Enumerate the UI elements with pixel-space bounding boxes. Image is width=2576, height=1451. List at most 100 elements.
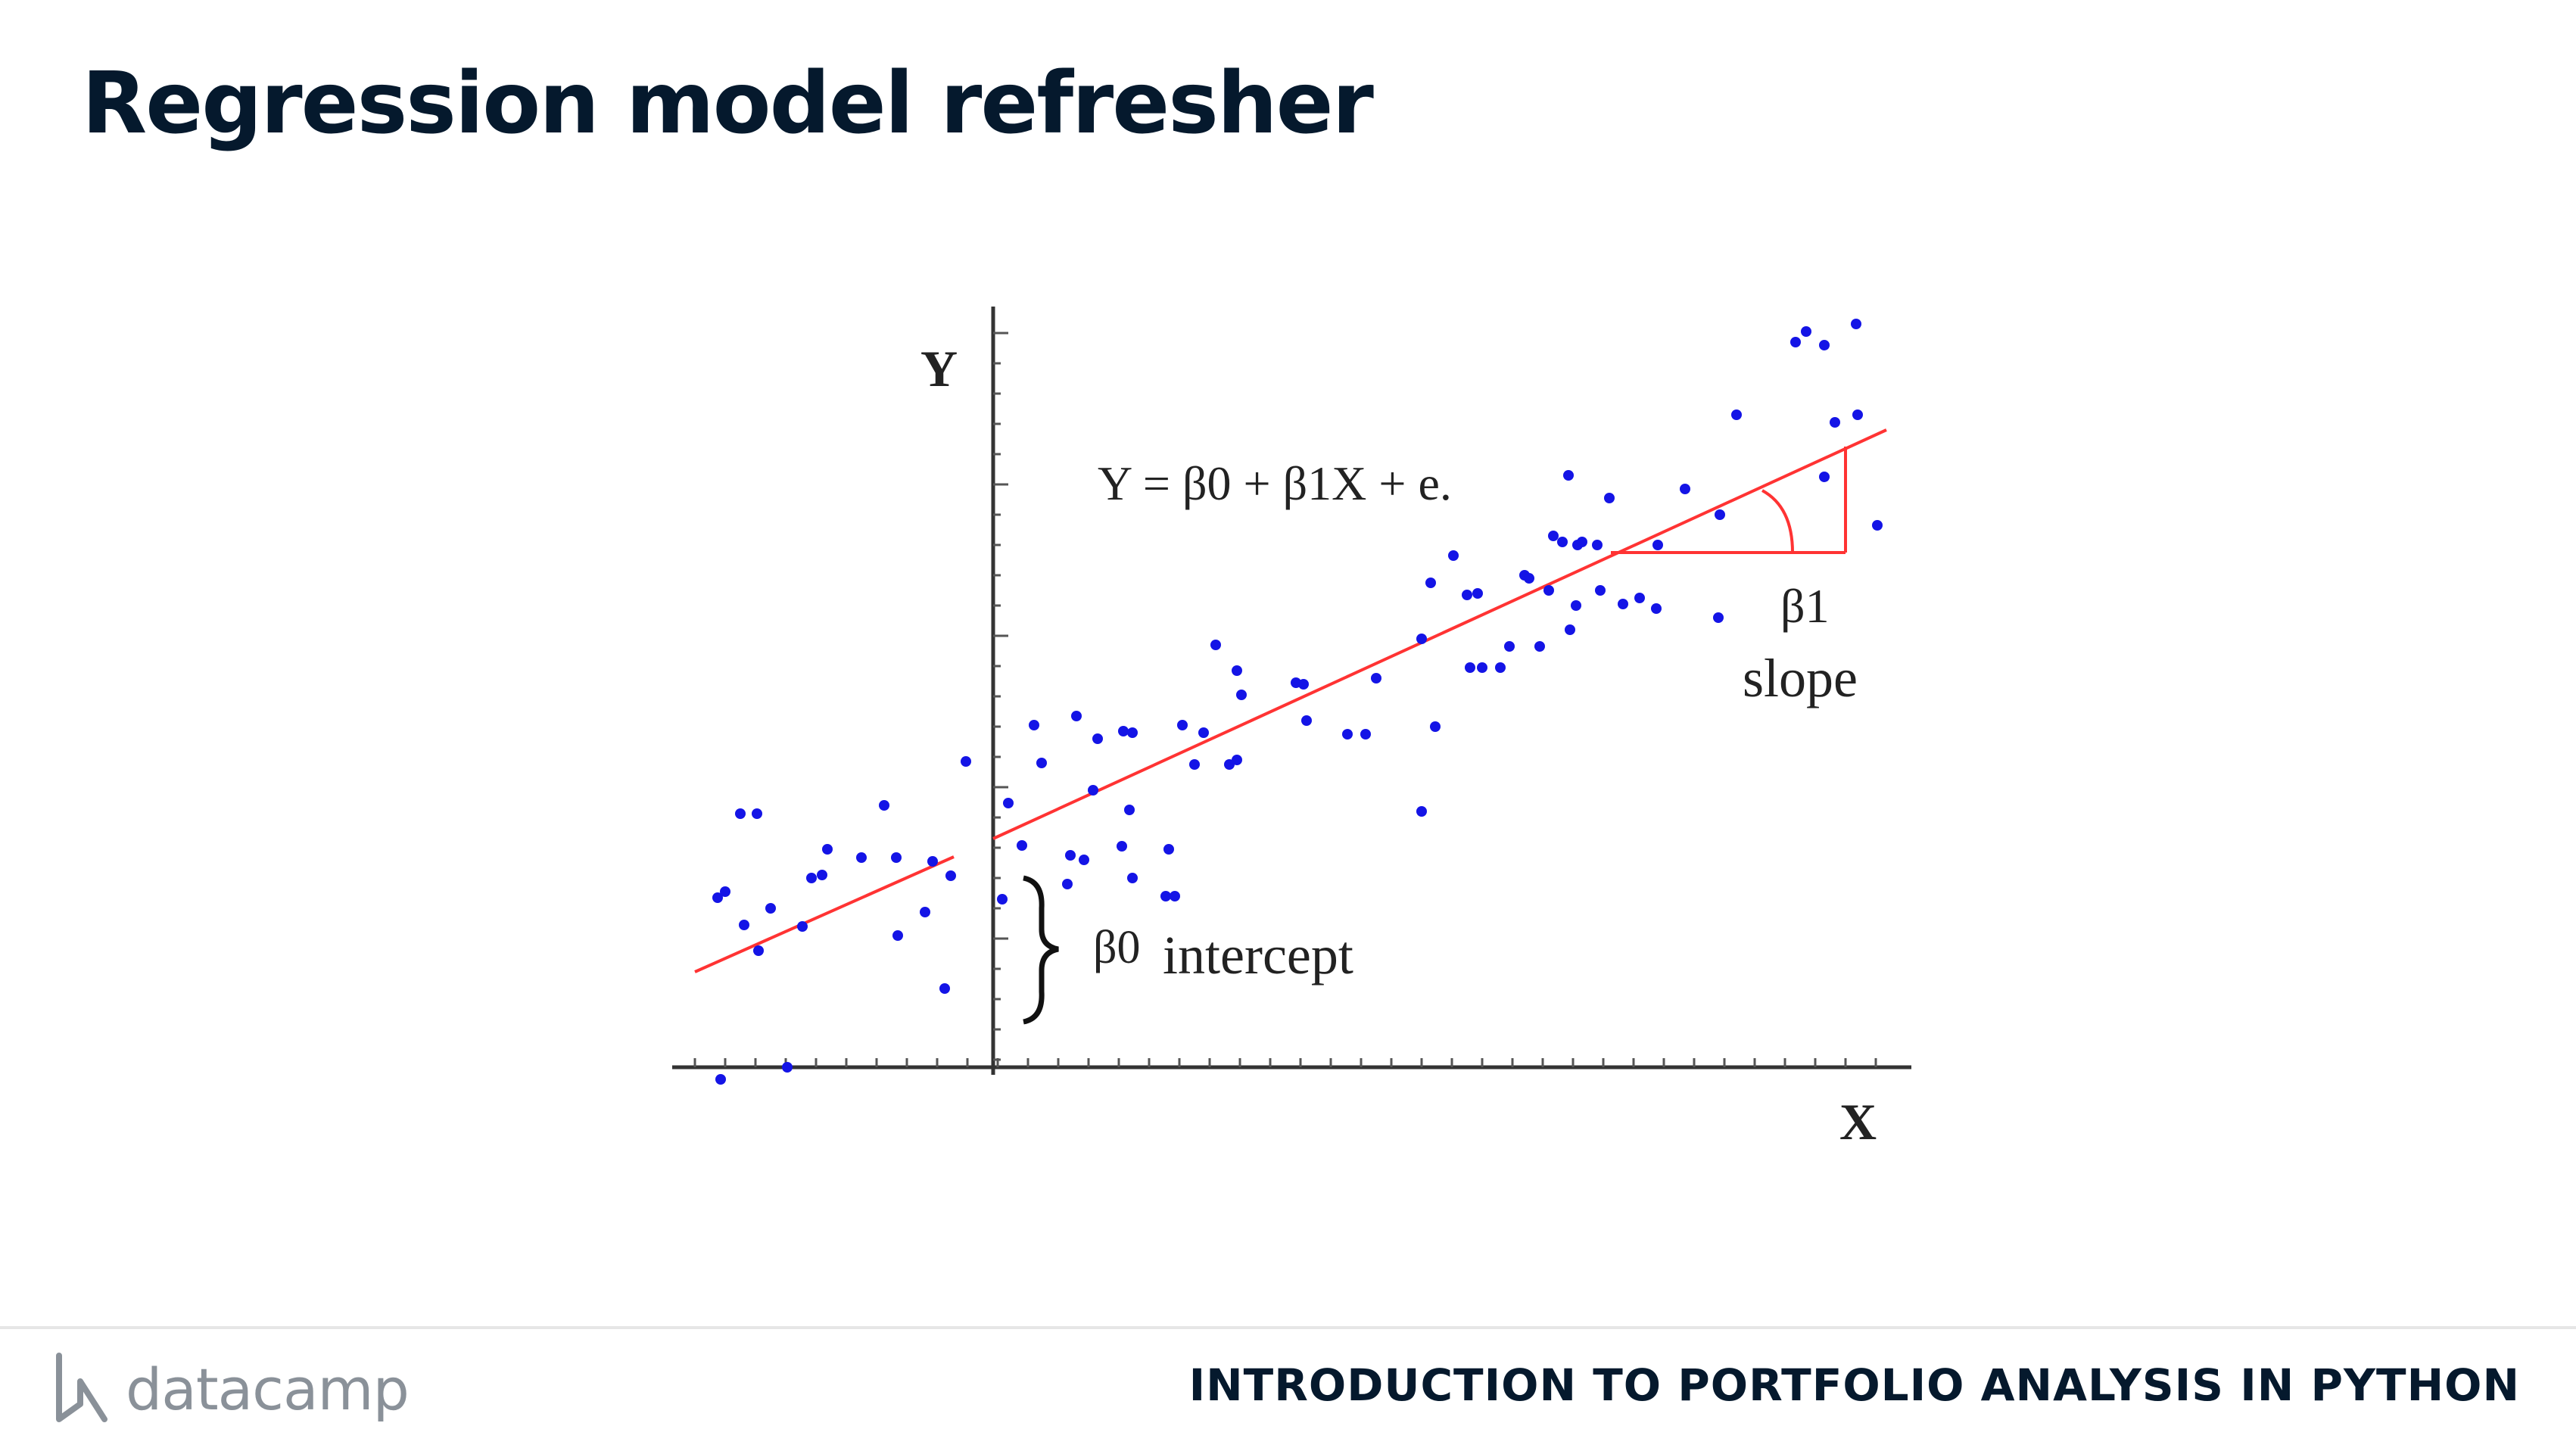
data-point <box>1819 472 1830 482</box>
data-point <box>1017 840 1027 851</box>
data-point <box>1071 711 1082 721</box>
data-point <box>997 894 1008 905</box>
data-point <box>1565 624 1575 635</box>
data-point <box>1160 891 1171 901</box>
data-point <box>1448 550 1459 561</box>
data-point <box>856 852 867 863</box>
data-point <box>752 808 762 819</box>
data-point <box>1360 729 1371 740</box>
data-point <box>712 892 723 903</box>
data-point <box>1504 641 1515 652</box>
data-point <box>1472 588 1483 599</box>
data-point <box>1127 873 1138 883</box>
data-point <box>1557 537 1568 547</box>
data-point <box>1416 634 1427 644</box>
course-title: INTRODUCTION TO PORTFOLIO ANALYSIS IN PY… <box>1188 1359 2520 1411</box>
data-point <box>1851 319 1861 329</box>
data-point <box>1577 537 1587 547</box>
data-point <box>945 870 956 881</box>
data-point <box>1118 726 1129 736</box>
brand-name: datacamp <box>126 1355 410 1423</box>
data-point <box>1852 409 1863 420</box>
data-point <box>961 756 971 767</box>
slide-title: Regression model refresher <box>82 54 1374 153</box>
data-point <box>1595 585 1606 596</box>
data-point <box>1618 599 1628 609</box>
regression-equation: Y = β0 + β1X + e. <box>1098 456 1452 510</box>
data-point <box>1680 484 1690 494</box>
datacamp-logo-icon <box>56 1353 107 1422</box>
data-point <box>1651 603 1662 614</box>
data-point <box>1872 520 1883 531</box>
data-point <box>735 808 746 819</box>
data-point <box>1232 755 1242 765</box>
x-axis-label: X <box>1839 1093 1877 1151</box>
data-point <box>1548 531 1559 541</box>
data-point <box>1713 612 1724 623</box>
data-point <box>1342 729 1353 740</box>
data-point <box>1088 785 1098 796</box>
x-axis-ticks <box>693 1058 1877 1067</box>
intercept-label: intercept <box>1163 925 1353 985</box>
data-point <box>1301 715 1312 726</box>
data-point <box>797 921 808 932</box>
footer-divider <box>0 1326 2576 1329</box>
data-point <box>1604 493 1615 503</box>
data-points <box>712 319 1883 1085</box>
slope-triangle <box>1611 447 1847 554</box>
data-point <box>765 903 776 914</box>
data-point <box>1416 806 1427 817</box>
data-point <box>1210 640 1221 650</box>
data-point <box>1036 758 1047 768</box>
data-point <box>1371 673 1381 683</box>
data-point <box>720 886 730 897</box>
data-point <box>1462 590 1472 600</box>
data-point <box>1715 509 1725 520</box>
data-point <box>1563 470 1574 481</box>
data-point <box>1801 326 1811 337</box>
data-point <box>1117 841 1127 852</box>
data-point <box>1534 641 1545 652</box>
data-point <box>1790 337 1801 347</box>
data-point <box>939 983 950 994</box>
data-point <box>1177 720 1188 730</box>
data-point <box>1170 891 1180 901</box>
slope-label: slope <box>1743 648 1858 708</box>
data-point <box>927 856 938 867</box>
datacamp-logo: datacamp <box>51 1347 410 1431</box>
regression-line <box>694 855 955 973</box>
data-point <box>1062 879 1073 889</box>
slope-symbol: β1 <box>1780 579 1830 633</box>
data-point <box>1189 759 1200 770</box>
data-point <box>891 852 902 863</box>
data-point <box>1298 679 1309 690</box>
data-point <box>1003 798 1014 808</box>
intercept-brace <box>1023 875 1059 1025</box>
data-point <box>817 870 827 880</box>
data-point <box>822 844 833 855</box>
data-point <box>782 1062 793 1073</box>
data-point <box>1029 720 1039 730</box>
data-point <box>1430 721 1441 732</box>
data-point <box>1731 409 1742 420</box>
data-point <box>1495 662 1506 673</box>
data-point <box>1477 662 1487 673</box>
data-point <box>1065 850 1076 861</box>
data-point <box>1830 417 1840 428</box>
data-point <box>1592 540 1603 550</box>
data-point <box>1127 727 1138 738</box>
data-point <box>1124 805 1135 815</box>
y-axis-label: Y <box>920 340 958 397</box>
data-point <box>715 1074 726 1085</box>
y-axis-ticks <box>993 332 1008 1061</box>
data-point <box>1634 593 1645 603</box>
data-point <box>1092 733 1103 744</box>
data-point <box>920 907 930 917</box>
data-point <box>1079 855 1089 865</box>
data-point <box>1465 662 1475 673</box>
data-point <box>1425 578 1436 588</box>
data-point <box>1819 340 1830 350</box>
data-point <box>1524 573 1534 584</box>
data-point <box>1236 690 1247 700</box>
